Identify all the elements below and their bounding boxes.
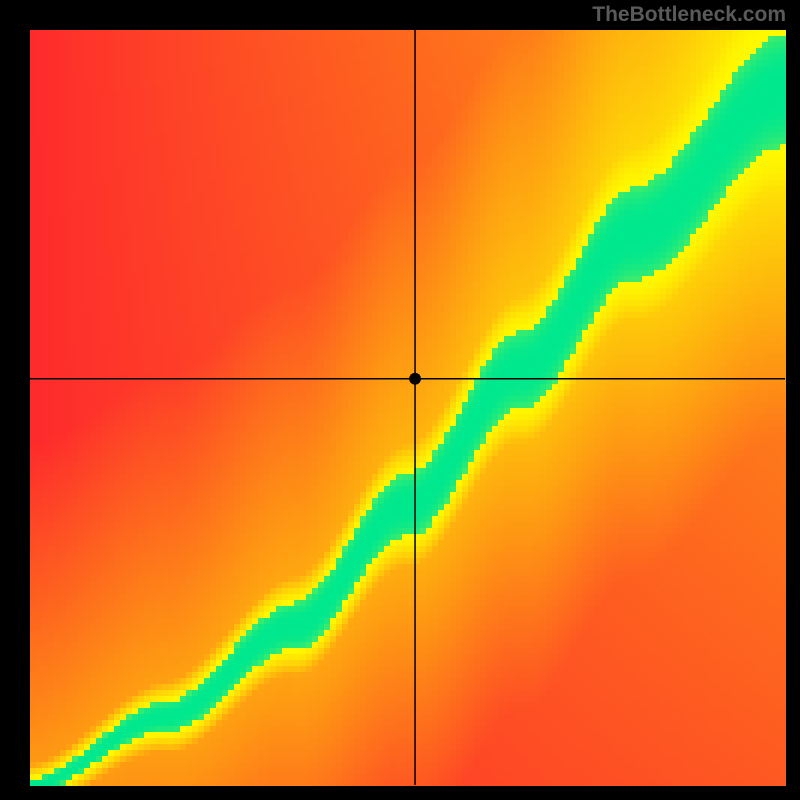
- chart-container: TheBottleneck.com: [0, 0, 800, 800]
- heatmap-canvas: [0, 0, 800, 800]
- watermark-text: TheBottleneck.com: [592, 3, 786, 27]
